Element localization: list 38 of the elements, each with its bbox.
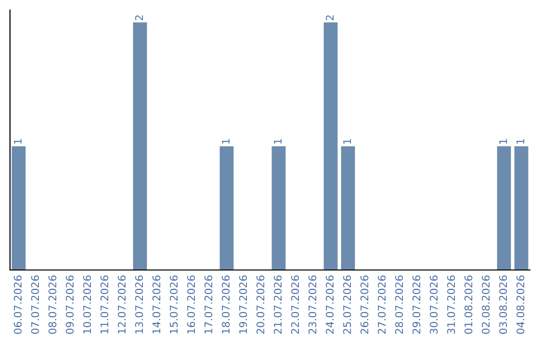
x-tick-label: 04.08.2026 bbox=[516, 276, 524, 334]
x-tick-label: 18.07.2026 bbox=[222, 276, 230, 334]
x-tick-label: 08.07.2026 bbox=[48, 276, 56, 334]
data-label: 2 bbox=[135, 15, 143, 20]
data-label: 2 bbox=[326, 15, 334, 20]
x-tick-label: 06.07.2026 bbox=[14, 276, 22, 334]
x-tick-label: 23.07.2026 bbox=[308, 276, 316, 334]
x-tick-label: 12.07.2026 bbox=[118, 276, 126, 334]
x-tick-label: 09.07.2026 bbox=[66, 276, 74, 334]
x-tick-label: 28.07.2026 bbox=[395, 276, 404, 334]
x-tick-label: 20.07.2026 bbox=[256, 276, 264, 334]
x-tick-label: 25.07.2026 bbox=[343, 276, 352, 334]
x-tick-label: 21.07.2026 bbox=[274, 276, 282, 334]
x-tick-label: 03.08.2026 bbox=[499, 276, 508, 334]
data-label: 1 bbox=[516, 139, 524, 144]
data-label: 1 bbox=[222, 139, 230, 144]
x-tick-label: 30.07.2026 bbox=[430, 276, 438, 334]
x-tick-label: 26.07.2026 bbox=[360, 276, 368, 334]
x-tick-label: 16.07.2026 bbox=[187, 276, 196, 334]
x-tick-label: 19.07.2026 bbox=[239, 276, 248, 334]
x-tick-label: 07.07.2026 bbox=[31, 276, 40, 334]
x-tick-label: 11.07.2026 bbox=[100, 276, 108, 334]
x-tick-label: 17.07.2026 bbox=[204, 276, 212, 334]
x-tick-label: 13.07.2026 bbox=[135, 276, 144, 334]
x-tick-label: 27.07.2026 bbox=[378, 276, 386, 334]
x-tick-label: 15.07.2026 bbox=[170, 276, 178, 334]
data-label: 1 bbox=[499, 139, 507, 144]
x-tick-label: 14.07.2026 bbox=[152, 276, 160, 334]
x-tick-label: 10.07.2026 bbox=[83, 276, 92, 334]
x-tick-label: 24.07.2026 bbox=[326, 276, 334, 334]
x-tick-label: 02.08.2026 bbox=[482, 276, 490, 334]
x-tick-label: 22.07.2026 bbox=[291, 276, 300, 334]
x-tick-label: 29.07.2026 bbox=[412, 276, 420, 334]
data-label: 1 bbox=[14, 139, 22, 144]
data-label: 1 bbox=[343, 139, 351, 144]
x-tick-label: 01.08.2026 bbox=[464, 276, 472, 334]
data-label: 1 bbox=[274, 139, 282, 144]
x-tick-label: 31.07.2026 bbox=[447, 276, 456, 334]
